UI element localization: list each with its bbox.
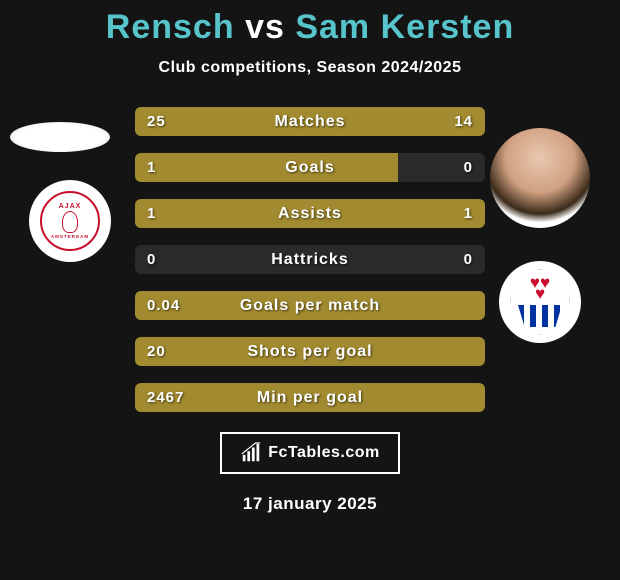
stat-label: Goals per match	[135, 291, 485, 320]
club1-badge: AJAX AMSTERDAM	[29, 180, 111, 262]
stat-label: Assists	[135, 199, 485, 228]
player1-name: Rensch	[106, 8, 235, 46]
club2-badge: ♥♥♥	[499, 261, 581, 343]
footer-date: 17 january 2025	[0, 494, 620, 514]
vs-text: vs	[245, 8, 285, 46]
subtitle: Club competitions, Season 2024/2025	[0, 59, 620, 77]
stripes-icon	[518, 305, 562, 327]
stat-label: Min per goal	[135, 383, 485, 412]
player1-avatar	[10, 122, 110, 152]
club1-sub: AMSTERDAM	[51, 234, 89, 239]
hearts-icon: ♥♥♥	[510, 277, 570, 299]
comparison-title: Rensch vs Sam Kersten	[0, 0, 620, 47]
ajax-logo: AJAX AMSTERDAM	[40, 191, 100, 251]
stat-right-value: 0	[464, 153, 473, 182]
stats-table: 25 Matches 14 1 Goals 0 1 Assists 1 0 Ha…	[135, 107, 485, 412]
stat-label: Goals	[135, 153, 485, 182]
stat-row-goals-per-match: 0.04 Goals per match	[135, 291, 485, 320]
stat-label: Matches	[135, 107, 485, 136]
stat-row-min-per-goal: 2467 Min per goal	[135, 383, 485, 412]
stat-row-hattricks: 0 Hattricks 0	[135, 245, 485, 274]
stat-right-value: 14	[454, 107, 473, 136]
brand-badge: FcTables.com	[220, 432, 400, 474]
stat-row-assists: 1 Assists 1	[135, 199, 485, 228]
ajax-head-icon	[62, 211, 78, 233]
chart-icon	[240, 442, 262, 464]
stat-row-goals: 1 Goals 0	[135, 153, 485, 182]
player2-avatar	[490, 128, 590, 228]
stat-row-shots-per-goal: 20 Shots per goal	[135, 337, 485, 366]
stat-label: Shots per goal	[135, 337, 485, 366]
stat-right-value: 0	[464, 245, 473, 274]
club1-name: AJAX	[59, 203, 82, 210]
stat-right-value: 1	[464, 199, 473, 228]
stat-label: Hattricks	[135, 245, 485, 274]
player2-name: Sam Kersten	[295, 8, 514, 46]
heerenveen-logo: ♥♥♥	[510, 269, 570, 335]
brand-text: FcTables.com	[268, 444, 380, 462]
stat-row-matches: 25 Matches 14	[135, 107, 485, 136]
